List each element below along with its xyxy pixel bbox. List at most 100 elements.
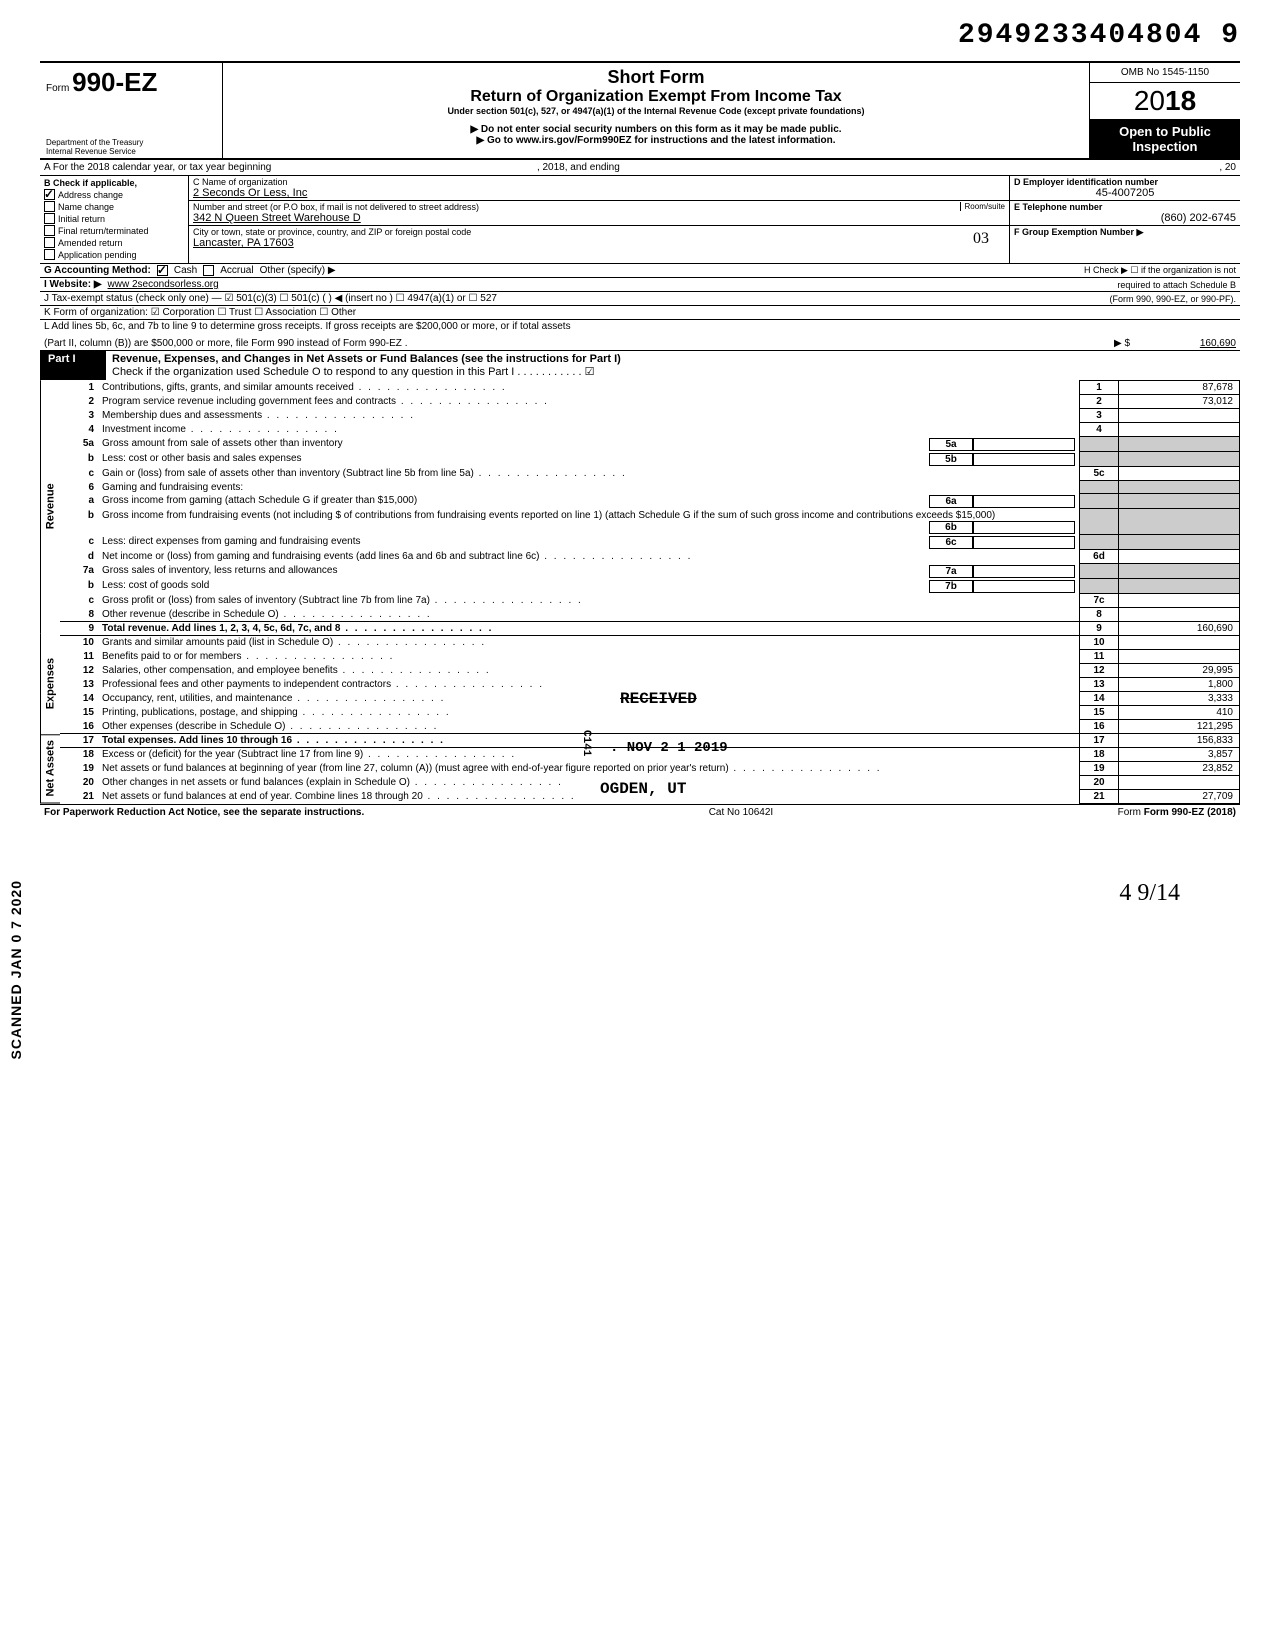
l21-num: 21 (60, 790, 98, 804)
row-a-calendar: A For the 2018 calendar year, or tax yea… (40, 160, 1240, 176)
l20-desc: Other changes in net assets or fund bala… (98, 776, 1080, 790)
l5a-shade (1080, 437, 1119, 452)
l6d-val (1119, 550, 1240, 564)
l1-num: 1 (60, 381, 98, 395)
l16-num: 16 (60, 720, 98, 734)
l13-val: 1,800 (1119, 678, 1240, 692)
l12-box: 12 (1080, 664, 1119, 678)
l9-num: 9 (60, 622, 98, 636)
j-right: (Form 990, 990-EZ, or 990-PF). (1109, 294, 1236, 304)
form-number: 990-EZ (72, 67, 157, 97)
l12-val: 29,995 (1119, 664, 1240, 678)
footer-mid: Cat No 10642I (709, 807, 774, 818)
i-label: I Website: ▶ (44, 279, 102, 290)
label-cash: Cash (174, 265, 197, 276)
l8-desc: Other revenue (describe in Schedule O) (98, 608, 1080, 622)
l7c-val (1119, 594, 1240, 608)
l6c-shade2 (1119, 535, 1240, 550)
header-left: Form 990-EZ Department of the Treasury I… (40, 63, 223, 158)
h-note2: required to attach Schedule B (1117, 280, 1236, 290)
l6a-ibox: 6a (929, 495, 973, 508)
l7b-ibox: 7b (929, 580, 973, 593)
l5b-num: b (60, 452, 98, 467)
l6c-num: c (60, 535, 98, 550)
l6d-num: d (60, 550, 98, 564)
title-return: Return of Organization Exempt From Incom… (233, 88, 1079, 106)
l7a-num: 7a (60, 564, 98, 579)
l19-val: 23,852 (1119, 762, 1240, 776)
l14-num: 14 (60, 692, 98, 706)
l-line2: (Part II, column (B)) are $500,000 or mo… (44, 338, 407, 349)
l5a-desc: Gross amount from sale of assets other t… (102, 438, 343, 449)
l3-num: 3 (60, 409, 98, 423)
part1-check-line: Check if the organization used Schedule … (112, 366, 595, 378)
l7a-shade2 (1119, 564, 1240, 579)
side-labels: Revenue Expenses Net Assets (40, 380, 60, 804)
l6a-desc: Gross income from gaming (attach Schedul… (102, 495, 417, 506)
label-name-change: Name change (58, 202, 114, 212)
room-value: 03 (973, 230, 989, 248)
l3-desc: Membership dues and assessments (98, 409, 1080, 423)
ein-value: 45-4007205 (1014, 187, 1236, 199)
l17-box: 17 (1080, 734, 1119, 748)
form-prefix: Form (46, 83, 69, 94)
l11-box: 11 (1080, 650, 1119, 664)
l6b-ibox: 6b (929, 521, 973, 534)
scanned-stamp: SCANNED JAN 0 7 2020 (8, 880, 24, 1060)
l9-val: 160,690 (1119, 622, 1240, 636)
l20-num: 20 (60, 776, 98, 790)
checkbox-final-return[interactable] (44, 225, 55, 236)
l5c-val (1119, 467, 1240, 481)
l5a-num: 5a (60, 437, 98, 452)
part1-title: Revenue, Expenses, and Changes in Net As… (112, 353, 621, 365)
l6-shade2 (1119, 481, 1240, 494)
checkbox-name-change[interactable] (44, 201, 55, 212)
l17-val: 156,833 (1119, 734, 1240, 748)
phone-value: (860) 202-6745 (1014, 212, 1236, 224)
l13-box: 13 (1080, 678, 1119, 692)
l10-desc: Grants and similar amounts paid (list in… (98, 636, 1080, 650)
l8-val (1119, 608, 1240, 622)
row-k: K Form of organization: ☑ Corporation ☐ … (40, 306, 1240, 320)
g-label: G Accounting Method: (44, 265, 151, 276)
l5c-desc: Gain or (loss) from sale of assets other… (98, 467, 1080, 481)
label-other-specify: Other (specify) ▶ (260, 265, 336, 276)
label-accrual: Accrual (220, 265, 253, 276)
l10-val (1119, 636, 1240, 650)
checkbox-address-change[interactable] (44, 189, 55, 200)
header-right: OMB No 1545-1150 2018 Open to Public Ins… (1089, 63, 1240, 158)
ein-label: D Employer identification number (1014, 177, 1236, 187)
l5a-shade2 (1119, 437, 1240, 452)
part1-header: Part I Revenue, Expenses, and Changes in… (40, 351, 1240, 380)
l7c-desc: Gross profit or (loss) from sales of inv… (98, 594, 1080, 608)
header-center: Short Form Return of Organization Exempt… (223, 63, 1089, 158)
l5b-ibox: 5b (929, 453, 973, 466)
k-text: K Form of organization: ☑ Corporation ☐ … (44, 307, 356, 318)
checkbox-amended[interactable] (44, 237, 55, 248)
l6b-shade2 (1119, 509, 1240, 535)
side-revenue: Revenue (40, 380, 60, 633)
title-short-form: Short Form (233, 67, 1079, 88)
l6b-shade (1080, 509, 1119, 535)
l20-box: 20 (1080, 776, 1119, 790)
checkbox-pending[interactable] (44, 249, 55, 260)
org-name: 2 Seconds Or Less, Inc (193, 187, 1005, 199)
side-expenses: Expenses (40, 633, 60, 735)
l11-val (1119, 650, 1240, 664)
subtitle: Under section 501(c), 527, or 4947(a)(1)… (233, 106, 1079, 116)
l2-num: 2 (60, 395, 98, 409)
checkbox-initial-return[interactable] (44, 213, 55, 224)
checkbox-accrual[interactable] (203, 265, 214, 276)
l7b-desc: Less: cost of goods sold (102, 580, 209, 591)
l15-desc: Printing, publications, postage, and shi… (98, 706, 1080, 720)
l4-val (1119, 423, 1240, 437)
l14-box: 14 (1080, 692, 1119, 706)
section-bcd: B Check if applicable, Address change Na… (40, 176, 1240, 264)
l18-box: 18 (1080, 748, 1119, 762)
l7b-shade (1080, 579, 1119, 594)
l21-desc: Net assets or fund balances at end of ye… (98, 790, 1080, 804)
col-c-org-info: C Name of organization 2 Seconds Or Less… (189, 176, 1009, 263)
row-i: I Website: ▶ www 2secondsorless.org requ… (40, 278, 1240, 292)
checkbox-cash[interactable] (157, 265, 168, 276)
dept-irs: Internal Revenue Service (46, 147, 143, 156)
